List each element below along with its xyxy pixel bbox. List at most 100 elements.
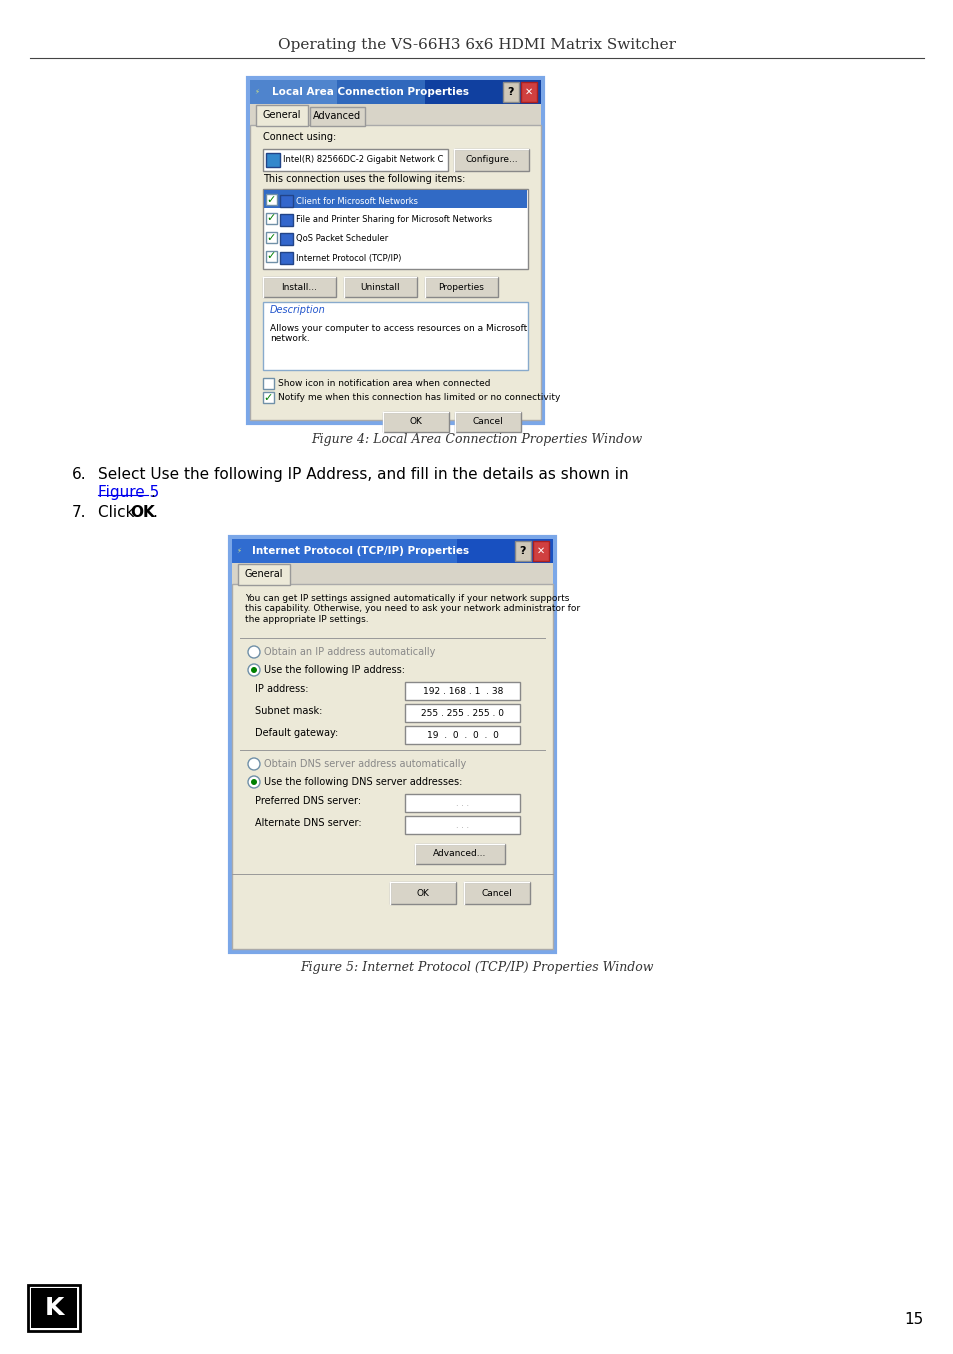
Bar bbox=[230, 538, 555, 952]
Text: 7.: 7. bbox=[71, 505, 87, 520]
Text: Alternate DNS server:: Alternate DNS server: bbox=[254, 818, 361, 829]
Text: IP address:: IP address: bbox=[254, 684, 308, 695]
Text: Operating the VS-66H3 6x6 HDMI Matrix Switcher: Operating the VS-66H3 6x6 HDMI Matrix Sw… bbox=[277, 38, 676, 51]
Text: ✓: ✓ bbox=[267, 214, 276, 223]
Text: Install...: Install... bbox=[281, 283, 317, 291]
Bar bbox=[520, 83, 537, 102]
Bar bbox=[424, 278, 497, 297]
Text: OK: OK bbox=[416, 888, 429, 898]
Text: Connect using:: Connect using: bbox=[263, 131, 335, 142]
Bar bbox=[515, 542, 531, 561]
Bar bbox=[232, 563, 553, 585]
Text: Uninstall: Uninstall bbox=[360, 283, 400, 291]
Text: File and Printer Sharing for Microsoft Networks: File and Printer Sharing for Microsoft N… bbox=[295, 215, 492, 225]
Text: Cancel: Cancel bbox=[472, 417, 503, 427]
Text: . . .: . . . bbox=[456, 799, 469, 807]
Bar bbox=[263, 149, 448, 171]
Bar bbox=[344, 278, 416, 297]
Circle shape bbox=[248, 646, 260, 658]
Text: Default gateway:: Default gateway: bbox=[254, 728, 338, 738]
Text: Properties: Properties bbox=[438, 283, 484, 291]
Bar bbox=[250, 80, 424, 104]
Text: Description: Description bbox=[270, 305, 325, 315]
Text: Figure 5: Figure 5 bbox=[98, 485, 159, 500]
Text: General: General bbox=[262, 110, 301, 121]
Circle shape bbox=[248, 758, 260, 770]
Text: ✓: ✓ bbox=[267, 233, 276, 242]
Text: Client for Microsoft Networks: Client for Microsoft Networks bbox=[295, 196, 417, 206]
Bar bbox=[310, 107, 365, 126]
Bar bbox=[266, 194, 276, 204]
Bar bbox=[264, 190, 526, 209]
Text: You can get IP settings assigned automatically if your network supports
this cap: You can get IP settings assigned automat… bbox=[245, 594, 579, 624]
Text: General: General bbox=[245, 569, 283, 580]
Bar bbox=[455, 412, 520, 432]
Text: 255 . 255 . 255 . 0: 255 . 255 . 255 . 0 bbox=[421, 708, 504, 718]
Text: ⚡: ⚡ bbox=[235, 548, 240, 554]
Text: ✓: ✓ bbox=[267, 195, 276, 204]
Bar bbox=[255, 106, 308, 126]
Bar bbox=[405, 682, 519, 700]
Text: K: K bbox=[44, 1296, 64, 1320]
Text: Internet Protocol (TCP/IP): Internet Protocol (TCP/IP) bbox=[295, 253, 401, 263]
Text: ?: ? bbox=[519, 546, 526, 556]
Text: Click: Click bbox=[98, 505, 139, 520]
Text: Show icon in notification area when connected: Show icon in notification area when conn… bbox=[277, 379, 490, 387]
Text: ✓: ✓ bbox=[264, 393, 273, 402]
Text: Internet Protocol (TCP/IP) Properties: Internet Protocol (TCP/IP) Properties bbox=[252, 546, 469, 556]
Bar bbox=[232, 584, 553, 949]
Bar bbox=[28, 1285, 80, 1331]
Text: .: . bbox=[150, 485, 154, 500]
Text: Allows your computer to access resources on a Microsoft
network.: Allows your computer to access resources… bbox=[270, 324, 527, 344]
Text: Advanced...: Advanced... bbox=[433, 849, 486, 858]
Bar bbox=[415, 844, 504, 864]
Text: ✕: ✕ bbox=[524, 87, 533, 97]
Bar bbox=[266, 250, 276, 263]
Circle shape bbox=[248, 663, 260, 676]
Text: Use the following DNS server addresses:: Use the following DNS server addresses: bbox=[264, 777, 462, 787]
Text: 6.: 6. bbox=[71, 467, 87, 482]
Bar bbox=[263, 378, 274, 389]
Bar bbox=[232, 539, 553, 563]
Bar bbox=[390, 881, 456, 904]
Bar bbox=[266, 153, 280, 167]
Text: 15: 15 bbox=[903, 1312, 923, 1327]
Text: Preferred DNS server:: Preferred DNS server: bbox=[254, 796, 361, 806]
Circle shape bbox=[251, 779, 256, 785]
Text: Advanced: Advanced bbox=[313, 111, 360, 121]
Bar bbox=[250, 104, 540, 126]
Text: This connection uses the following items:: This connection uses the following items… bbox=[263, 175, 465, 184]
Bar bbox=[382, 412, 449, 432]
Bar bbox=[232, 539, 456, 563]
Text: OK: OK bbox=[130, 505, 154, 520]
Text: . . .: . . . bbox=[456, 821, 469, 830]
Bar bbox=[405, 704, 519, 722]
Bar bbox=[463, 881, 530, 904]
Circle shape bbox=[248, 776, 260, 788]
Text: Figure 5: Internet Protocol (TCP/IP) Properties Window: Figure 5: Internet Protocol (TCP/IP) Pro… bbox=[300, 961, 653, 975]
Text: Subnet mask:: Subnet mask: bbox=[254, 705, 322, 716]
Text: 19  .  0  .  0  .  0: 19 . 0 . 0 . 0 bbox=[427, 731, 498, 739]
Bar bbox=[250, 80, 540, 104]
Bar bbox=[405, 816, 519, 834]
Bar bbox=[533, 542, 548, 561]
Bar bbox=[237, 565, 290, 585]
Bar bbox=[280, 233, 293, 245]
Text: Configure...: Configure... bbox=[465, 156, 517, 164]
Text: QoS Packet Scheduler: QoS Packet Scheduler bbox=[295, 234, 388, 244]
Bar bbox=[405, 726, 519, 743]
Text: Notify me when this connection has limited or no connectivity: Notify me when this connection has limit… bbox=[277, 393, 559, 402]
Text: ⚡: ⚡ bbox=[253, 89, 258, 95]
Text: ✕: ✕ bbox=[537, 546, 544, 556]
Bar bbox=[263, 278, 335, 297]
Bar bbox=[263, 393, 274, 403]
Bar bbox=[405, 793, 519, 812]
Bar bbox=[263, 190, 527, 269]
Bar bbox=[454, 149, 529, 171]
Bar bbox=[280, 252, 293, 264]
Text: Cancel: Cancel bbox=[481, 888, 512, 898]
Text: Intel(R) 82566DC-2 Gigabit Network C: Intel(R) 82566DC-2 Gigabit Network C bbox=[283, 156, 443, 164]
Text: Select Use the following IP Address, and fill in the details as shown in: Select Use the following IP Address, and… bbox=[98, 467, 628, 482]
Bar bbox=[30, 1288, 77, 1328]
Text: Obtain DNS server address automatically: Obtain DNS server address automatically bbox=[264, 760, 466, 769]
